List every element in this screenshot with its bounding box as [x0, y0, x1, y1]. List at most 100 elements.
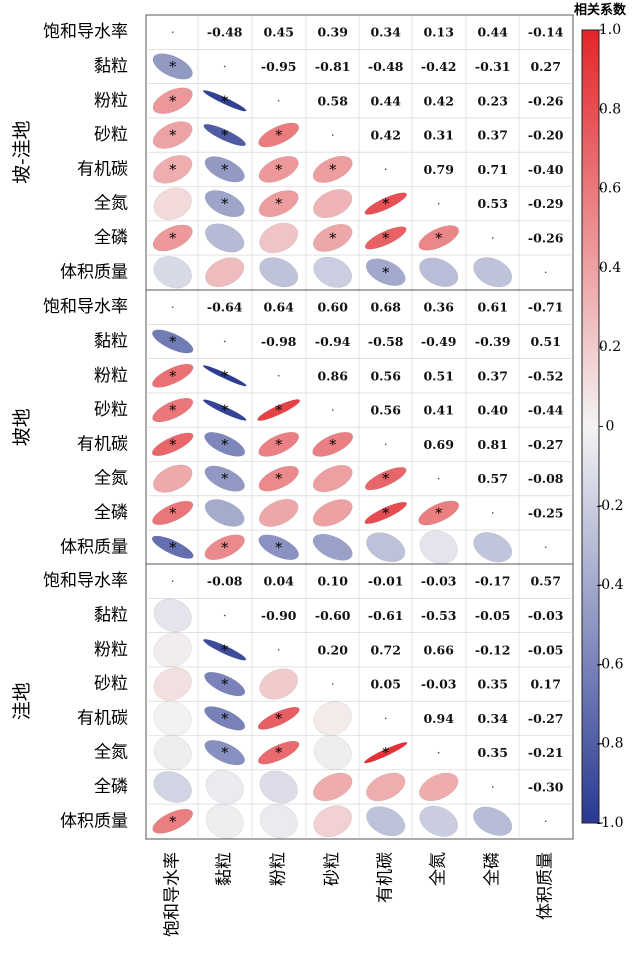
correlation-ellipse — [312, 533, 353, 561]
correlation-value: 0.37 — [477, 368, 507, 383]
correlation-ellipse — [473, 532, 513, 563]
correlation-ellipse — [258, 122, 300, 148]
significance-star: * — [169, 162, 176, 178]
correlation-ellipse — [364, 467, 407, 491]
correlation-ellipse — [151, 535, 194, 559]
correlation-ellipse — [204, 499, 245, 527]
row-label: 砂粒 — [94, 674, 128, 694]
significance-star: * — [275, 472, 282, 488]
correlation-ellipse — [259, 804, 298, 839]
significance-star: * — [275, 128, 282, 144]
significance-star: * — [169, 128, 176, 144]
correlation-ellipse — [473, 257, 513, 288]
correlation-ellipse — [152, 464, 193, 493]
significance-star: * — [275, 540, 282, 556]
correlation-value: 0.44 — [477, 25, 508, 40]
correlation-value: 0.53 — [477, 196, 507, 211]
correlation-ellipse — [204, 706, 246, 731]
colorbar-tick-label: -0.6 — [597, 656, 624, 672]
correlation-ellipse — [204, 739, 245, 766]
correlation-value: -0.03 — [528, 608, 564, 623]
significance-star: * — [435, 506, 442, 522]
correlation-ellipse — [312, 155, 353, 183]
row-label: 黏粒 — [94, 56, 128, 76]
correlation-value: -0.31 — [475, 59, 511, 74]
diagonal-dot — [491, 786, 494, 788]
significance-star: * — [221, 369, 228, 385]
diagonal-dot — [277, 648, 280, 651]
correlation-ellipse — [364, 226, 407, 250]
correlation-value: -0.94 — [315, 334, 351, 349]
correlation-ellipse — [259, 257, 299, 288]
diagonal-dot — [437, 202, 440, 205]
correlation-value: -0.03 — [421, 677, 457, 692]
diagonal-dot — [331, 134, 334, 136]
colorbar-tick-label: 0.8 — [599, 101, 621, 117]
diagonal-dot — [171, 31, 174, 33]
row-label: 砂粒 — [94, 125, 128, 145]
significance-star: * — [382, 506, 389, 522]
correlation-ellipse — [312, 499, 353, 527]
correlation-ellipse — [363, 741, 408, 764]
correlation-ellipse — [153, 667, 192, 701]
correlation-ellipse — [152, 329, 194, 354]
diagonal-dot — [384, 717, 387, 720]
correlation-value: 0.17 — [530, 677, 560, 692]
correlation-ellipse — [313, 805, 352, 838]
row-label: 体积质量 — [60, 811, 128, 831]
diagonal-dot — [171, 580, 174, 582]
significance-star: * — [169, 540, 176, 556]
diagonal-dot — [277, 99, 280, 102]
correlation-value: 0.71 — [477, 162, 507, 177]
significance-star: * — [329, 162, 336, 178]
correlation-value: 0.51 — [423, 368, 453, 383]
correlation-value: -0.64 — [207, 300, 243, 315]
correlation-value: -0.12 — [475, 642, 511, 657]
row-label: 全氮 — [94, 743, 128, 763]
correlation-value: 0.41 — [423, 403, 453, 418]
row-label: 全氮 — [94, 194, 128, 214]
correlation-value: -0.48 — [368, 59, 404, 74]
diagonal-dot — [491, 512, 494, 514]
correlation-ellipse — [203, 638, 247, 661]
correlation-value: -0.98 — [261, 334, 297, 349]
significance-star: * — [221, 643, 228, 659]
correlation-ellipse — [312, 772, 353, 802]
significance-star: * — [275, 711, 282, 727]
row-label: 饱和导水率 — [43, 571, 128, 591]
correlation-ellipse — [151, 432, 194, 457]
correlation-ellipse — [204, 190, 245, 218]
correlation-ellipse — [152, 397, 194, 423]
correlation-ellipse — [202, 399, 247, 421]
correlation-ellipse — [152, 121, 193, 149]
significance-star: * — [169, 437, 176, 453]
row-label: 全磷 — [94, 228, 128, 248]
correlation-value: 0.56 — [370, 403, 401, 418]
correlation-value: 0.31 — [423, 128, 453, 143]
significance-star: * — [221, 437, 228, 453]
diagonal-dot — [223, 65, 226, 68]
correlation-value: -0.95 — [261, 59, 297, 74]
correlation-value: 0.42 — [370, 128, 400, 143]
correlation-ellipse — [258, 534, 299, 560]
diagonal-dot — [437, 751, 440, 754]
correlation-value: 0.79 — [423, 162, 453, 177]
correlation-ellipse — [204, 671, 246, 697]
correlation-value: 0.37 — [477, 128, 507, 143]
correlation-value: 0.23 — [477, 93, 507, 108]
correlation-value: -0.42 — [421, 59, 457, 74]
correlation-ellipse — [258, 190, 299, 218]
correlation-value: -0.71 — [528, 300, 564, 315]
significance-star: * — [382, 472, 389, 488]
colorbar-tick-label: -0.4 — [597, 577, 624, 593]
correlation-value: -0.53 — [421, 608, 457, 623]
colorbar-tick-label: -0.2 — [597, 498, 624, 514]
correlation-value: 0.60 — [317, 300, 348, 315]
column-label: 饱和导水率 — [163, 852, 183, 937]
correlation-ellipse — [313, 701, 352, 736]
correlation-value: -0.49 — [421, 334, 457, 349]
correlation-ellipse — [312, 465, 353, 493]
correlation-value: 0.20 — [317, 642, 348, 657]
correlation-value: -0.44 — [528, 403, 564, 418]
